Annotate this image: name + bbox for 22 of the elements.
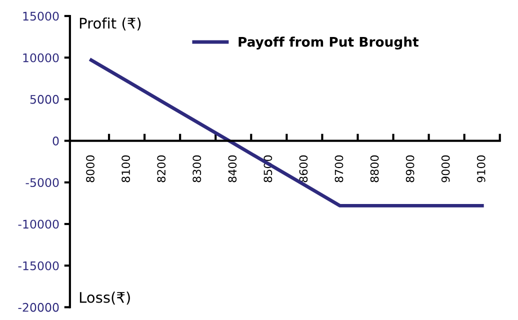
x-tick-label: 8000	[86, 155, 94, 182]
y-tick-label: -20000	[18, 302, 59, 312]
legend-label: Payoff from Put Brought	[238, 36, 419, 50]
x-tick-label: 8300	[192, 155, 202, 182]
x-tick-label: 9100	[476, 155, 486, 182]
y-tick-label: -5000	[26, 178, 59, 188]
x-tick-label: 9000	[441, 155, 450, 182]
x-tick-label: 8600	[299, 155, 308, 182]
x-tick-label: 8900	[406, 155, 414, 182]
x-tick-label: 8800	[370, 155, 379, 182]
y-tick-label: -15000	[18, 261, 59, 270]
x-tick-label: 8700	[334, 155, 344, 182]
y-axis-title: Profit (₹)	[80, 17, 141, 30]
y-tick-label: -10000	[18, 220, 59, 229]
x-tick-label: 8400	[228, 155, 237, 182]
x-tick-label: 8100	[122, 155, 130, 182]
y-tick-label: 0	[52, 136, 59, 146]
x-tick-label: 8200	[157, 155, 166, 182]
y-tick-label: 15000	[23, 12, 59, 21]
y-tick-label: 5000	[30, 94, 59, 104]
y-tick-label: 10000	[23, 53, 59, 62]
annotation: Loss(₹)	[80, 292, 130, 305]
